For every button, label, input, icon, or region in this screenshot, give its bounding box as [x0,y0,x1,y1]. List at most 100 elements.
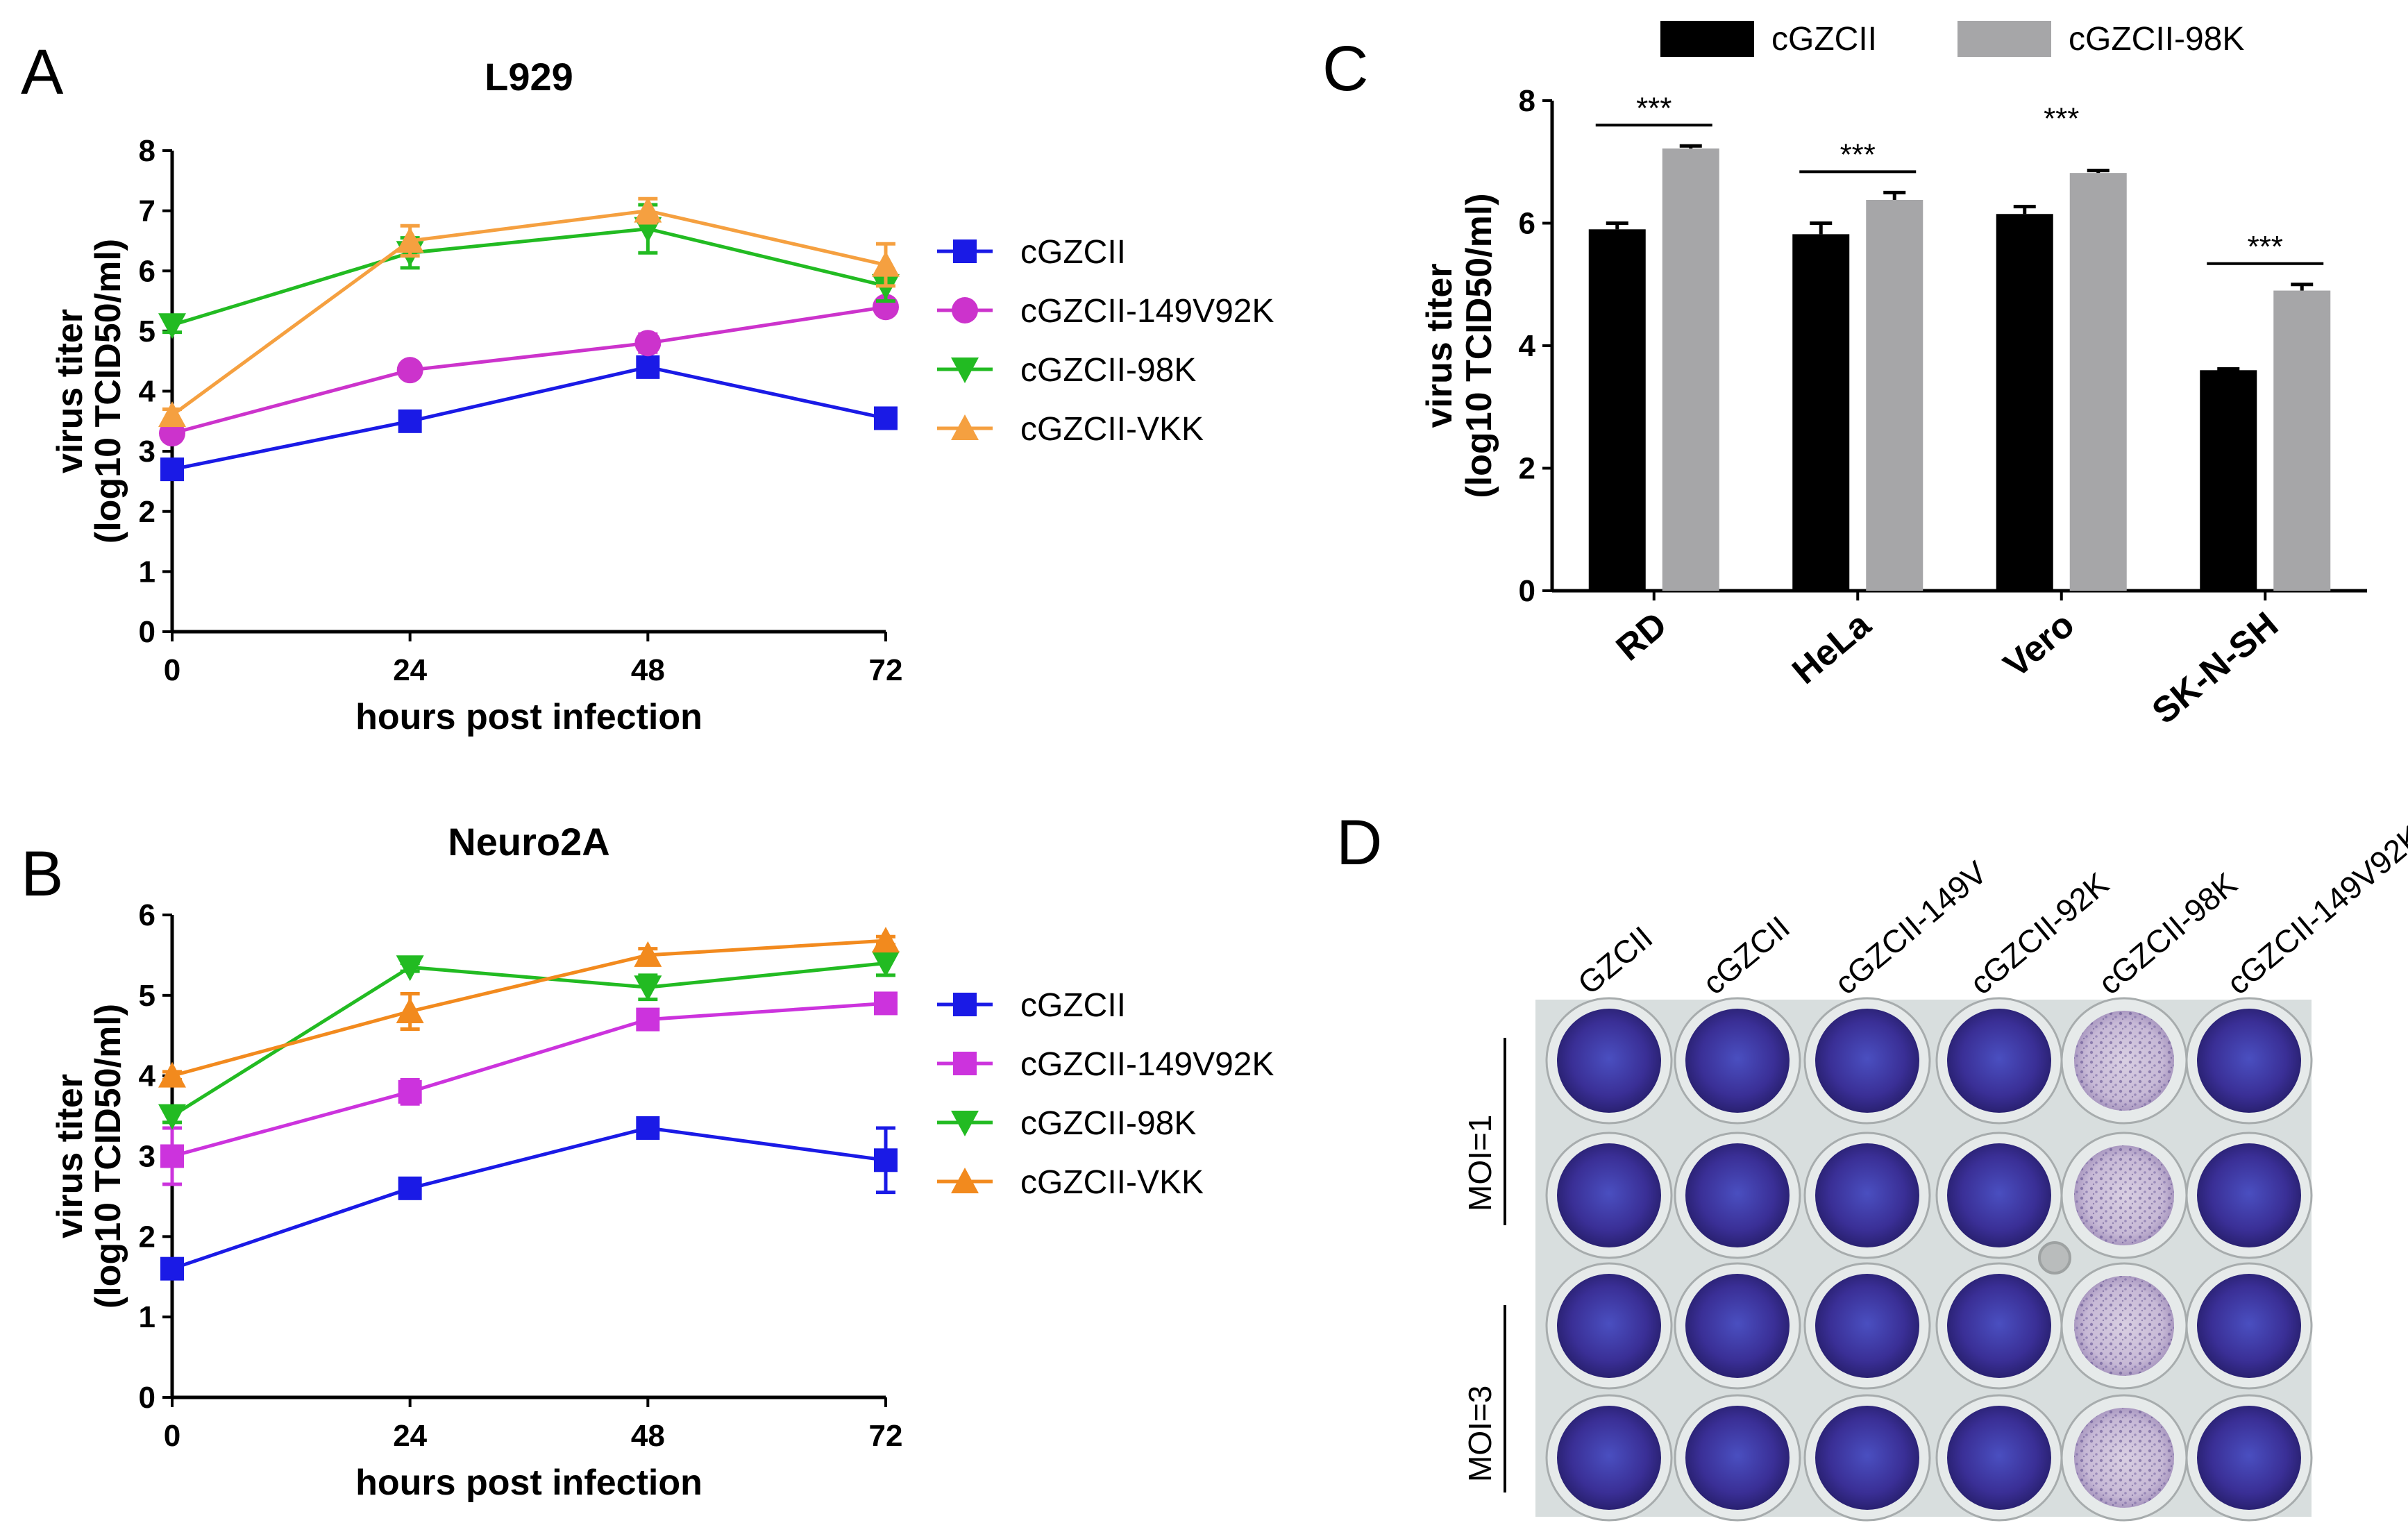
y-axis-title: (log10 TCID50/ml) [88,239,128,544]
series-line [171,209,886,417]
legend-label: cGZCII [1020,234,1126,271]
y-tick-label: 7 [139,194,155,228]
legend-marker [953,1052,977,1075]
data-point [396,955,424,982]
panel-letter-a: A [21,37,64,108]
legend-label: cGZCII-98K [1020,1105,1196,1142]
data-point [396,226,424,253]
series-line [171,227,886,327]
x-tick-label: 48 [631,1419,665,1453]
well-stained [1557,1274,1661,1378]
x-tick-label: 24 [393,1419,427,1453]
well-plaques [2074,1276,2174,1376]
legend-label: cGZCII-98K [1020,352,1196,389]
well-stained [1947,1406,2051,1510]
well-stained [1947,1274,2051,1378]
x-tick-label: HeLa [1785,604,1879,692]
series-line [171,305,886,435]
well-plaques [2074,1145,2174,1245]
legend-marker [951,414,979,440]
x-tick-label: Vero [1996,605,2082,686]
bar [1996,214,2053,591]
bar [2273,290,2331,591]
x-tick-label: 0 [164,1419,180,1453]
bar [1588,229,1646,591]
y-axis-title: (log10 TCID50/ml) [88,1004,128,1309]
moi-label-1: MOI=1 [1462,1115,1498,1211]
well-stained [1815,1009,1919,1113]
well-stained [2197,1406,2301,1510]
legend-marker [951,1111,979,1136]
well-stained [2197,1143,2301,1247]
data-point [634,941,662,967]
moi-label-3: MOI=3 [1462,1386,1498,1482]
legend-marker [953,239,977,263]
well-stained [1685,1406,1790,1510]
significance-label: *** [1840,137,1876,171]
series-line [171,939,886,1078]
y-tick-label: 1 [139,555,155,589]
x-tick-label: 72 [869,653,903,687]
data-point [398,1176,422,1200]
plate-column-label: cGZCII-149V92K [2220,817,2408,1001]
data-point [634,196,662,223]
well-stained [1815,1274,1919,1378]
legend-marker [953,993,977,1016]
legend-label: cGZCII-VKK [1020,1164,1204,1201]
y-tick-label: 3 [139,435,155,469]
legend-label: cGZCII-98K [2069,21,2244,58]
y-axis-title: (log10 TCID50/ml) [1459,193,1499,498]
data-point [872,927,900,953]
y-tick-label: 4 [139,1059,156,1093]
legend-marker [951,1168,979,1193]
y-tick-label: 4 [139,375,156,409]
y-tick-label: 6 [1519,207,1535,241]
well-stained [1815,1406,1919,1510]
bar [1866,199,1923,591]
well-stained [1685,1009,1790,1113]
significance-label: *** [2248,230,2283,264]
legend-label: cGZCII-VKK [1020,411,1204,448]
data-point [158,401,186,428]
y-axis-title: virus titer [50,309,90,473]
legend-swatch [1957,21,2051,57]
well-stained [1557,1143,1661,1247]
well-plaques [2074,1011,2174,1111]
data-point [396,357,423,384]
x-tick-label: 72 [869,1419,903,1453]
data-point [874,991,898,1016]
series-line [171,1126,886,1271]
data-point [160,1144,184,1168]
y-axis-title: virus titer [1420,264,1460,428]
well-stained [1947,1143,2051,1247]
panel-letter-b: B [21,839,63,909]
legend-marker [952,297,978,323]
bar [1792,234,1850,591]
y-tick-label: 2 [1519,452,1535,486]
data-point [158,1104,186,1130]
data-point [160,457,184,482]
data-point [874,406,898,430]
chart-c-bar: 0 2 4 6 8 virus titer (log10 TCID50/ml) RD *** He… [1420,21,2367,732]
y-tick-label: 5 [139,314,155,348]
well-stained [1815,1143,1919,1247]
well-stained [1557,1406,1661,1510]
legend-label: cGZCII-149V92K [1020,1046,1274,1083]
bar [2200,370,2257,591]
bar [1662,148,1719,591]
significance-label: *** [1636,91,1672,125]
y-tick-label: 2 [139,1220,155,1254]
y-tick-label: 0 [139,1381,155,1415]
legend-label: cGZCII [1771,21,1877,58]
plate-column-label: cGZCII-98K [2091,866,2244,1002]
y-tick-label: 6 [139,254,155,288]
y-tick-label: 0 [139,615,155,649]
data-point [634,975,662,1002]
empty-well-mark [2038,1241,2071,1275]
data-point [160,1256,184,1281]
well-stained [2197,1274,2301,1378]
series-line [171,1001,886,1158]
x-axis-title: hours post infection [355,697,702,737]
data-point [636,1116,660,1140]
